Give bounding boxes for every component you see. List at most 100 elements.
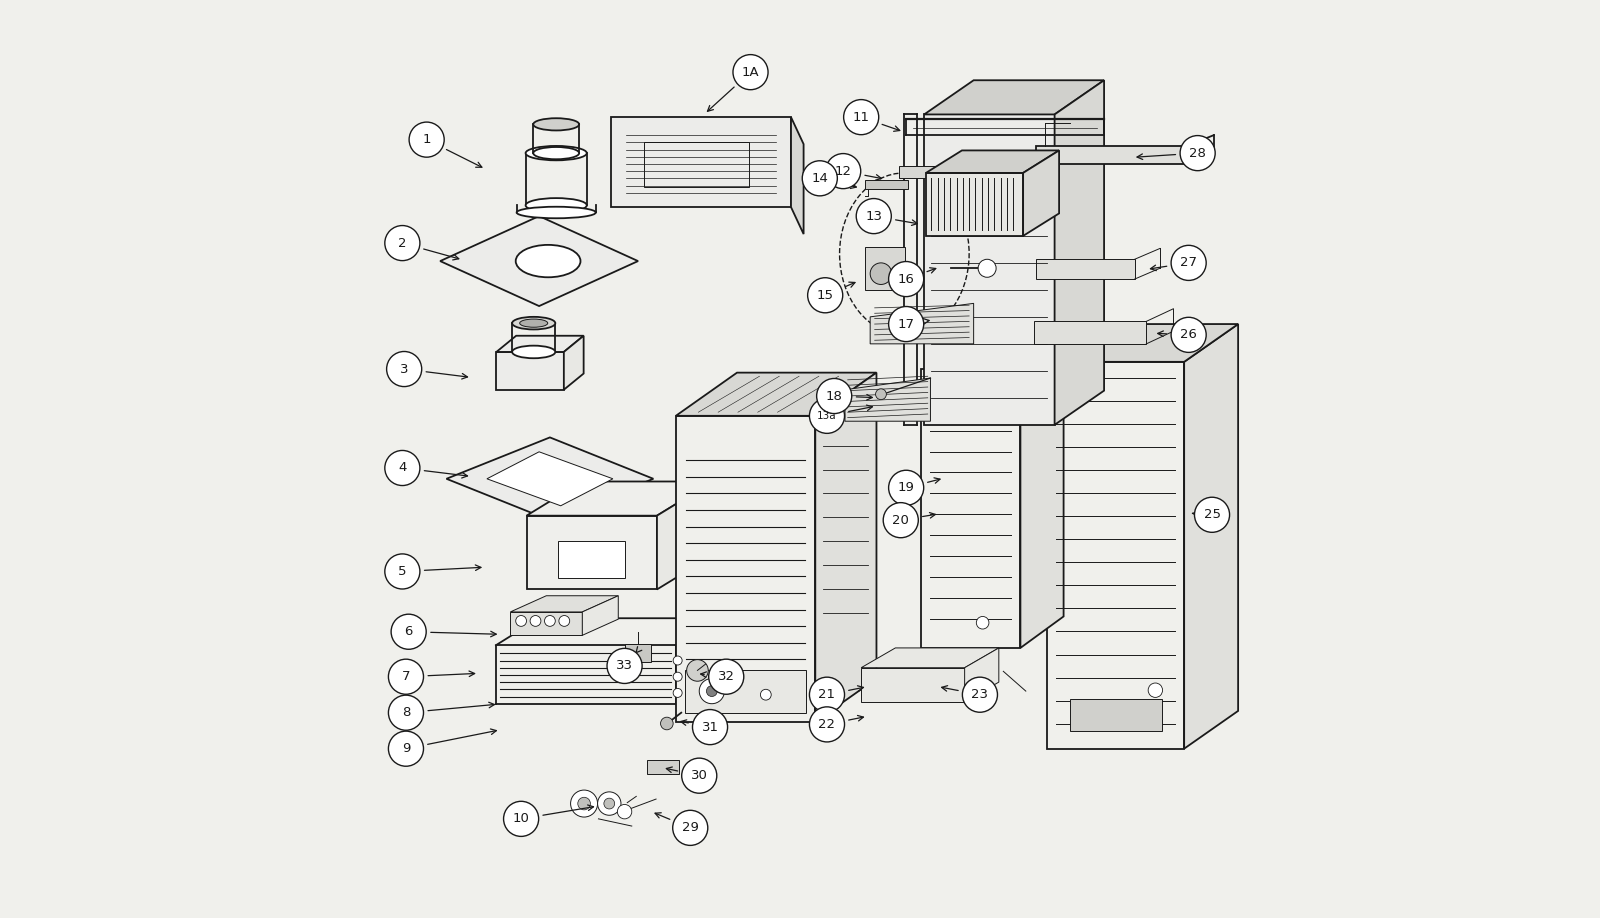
Text: 2: 2 — [398, 237, 406, 250]
FancyBboxPatch shape — [1034, 321, 1146, 344]
Circle shape — [389, 659, 424, 694]
Text: 5: 5 — [398, 565, 406, 578]
Ellipse shape — [526, 146, 587, 161]
Circle shape — [672, 811, 707, 845]
Circle shape — [674, 656, 682, 665]
Ellipse shape — [533, 118, 579, 130]
FancyBboxPatch shape — [685, 669, 806, 712]
Circle shape — [733, 54, 768, 90]
Polygon shape — [582, 596, 618, 635]
Circle shape — [883, 503, 918, 538]
Circle shape — [709, 659, 744, 694]
Polygon shape — [526, 482, 712, 516]
Polygon shape — [440, 216, 638, 306]
Circle shape — [810, 398, 845, 433]
Circle shape — [544, 616, 555, 626]
Circle shape — [386, 554, 419, 589]
Ellipse shape — [533, 147, 579, 159]
Circle shape — [597, 792, 621, 815]
Polygon shape — [922, 369, 1021, 648]
FancyBboxPatch shape — [646, 760, 678, 774]
Text: 12: 12 — [835, 164, 851, 177]
Circle shape — [810, 707, 845, 742]
Polygon shape — [510, 596, 618, 612]
Circle shape — [603, 798, 614, 809]
Text: 27: 27 — [1181, 256, 1197, 269]
Polygon shape — [845, 378, 931, 421]
Polygon shape — [861, 667, 965, 702]
Polygon shape — [675, 416, 816, 722]
Text: 13: 13 — [866, 209, 882, 222]
FancyBboxPatch shape — [626, 644, 651, 662]
Circle shape — [962, 677, 997, 712]
Polygon shape — [870, 303, 974, 344]
Text: 28: 28 — [1189, 147, 1206, 160]
Text: 26: 26 — [1181, 329, 1197, 341]
Text: 20: 20 — [893, 514, 909, 527]
Circle shape — [389, 695, 424, 730]
Polygon shape — [861, 648, 998, 667]
Text: 10: 10 — [512, 812, 530, 825]
Ellipse shape — [515, 245, 581, 277]
Polygon shape — [925, 115, 1054, 425]
Text: 33: 33 — [616, 659, 634, 672]
Text: 30: 30 — [691, 769, 707, 782]
FancyBboxPatch shape — [864, 180, 907, 189]
Polygon shape — [925, 80, 1104, 115]
Text: 16: 16 — [898, 273, 915, 285]
Circle shape — [976, 617, 989, 629]
Text: 17: 17 — [898, 318, 915, 330]
Text: 11: 11 — [853, 111, 870, 124]
Circle shape — [618, 804, 632, 819]
Circle shape — [888, 470, 923, 505]
Polygon shape — [926, 173, 1022, 236]
Polygon shape — [1054, 80, 1104, 425]
Text: 1: 1 — [422, 133, 430, 146]
Circle shape — [674, 672, 682, 681]
Circle shape — [699, 678, 725, 704]
Text: 29: 29 — [682, 822, 699, 834]
Text: 13a: 13a — [818, 411, 837, 420]
Polygon shape — [446, 437, 653, 521]
Text: 4: 4 — [398, 462, 406, 475]
Circle shape — [558, 616, 570, 626]
Circle shape — [802, 161, 837, 196]
Circle shape — [1181, 136, 1214, 171]
Circle shape — [888, 262, 923, 297]
Circle shape — [810, 677, 845, 712]
FancyBboxPatch shape — [1035, 146, 1187, 164]
Circle shape — [1149, 683, 1163, 698]
FancyBboxPatch shape — [899, 166, 989, 178]
Polygon shape — [526, 516, 658, 589]
Polygon shape — [1022, 151, 1059, 236]
Circle shape — [686, 660, 709, 681]
Circle shape — [816, 378, 851, 414]
Circle shape — [530, 616, 541, 626]
Polygon shape — [658, 482, 712, 589]
Text: 22: 22 — [819, 718, 835, 731]
Polygon shape — [496, 352, 563, 390]
Circle shape — [1171, 245, 1206, 280]
Text: 21: 21 — [819, 688, 835, 701]
Circle shape — [875, 389, 886, 399]
Circle shape — [707, 686, 717, 697]
Circle shape — [888, 307, 923, 341]
Circle shape — [826, 153, 861, 189]
Text: 25: 25 — [1203, 509, 1221, 521]
Circle shape — [1171, 318, 1206, 353]
Circle shape — [808, 278, 843, 313]
Circle shape — [674, 688, 682, 698]
Circle shape — [386, 451, 419, 486]
Text: 32: 32 — [718, 670, 734, 683]
Ellipse shape — [517, 207, 595, 218]
Circle shape — [386, 226, 419, 261]
Text: 18: 18 — [826, 389, 843, 402]
Polygon shape — [1021, 338, 1064, 648]
Circle shape — [843, 99, 878, 135]
Polygon shape — [790, 118, 803, 234]
Text: 7: 7 — [402, 670, 410, 683]
FancyBboxPatch shape — [1035, 259, 1134, 279]
Circle shape — [661, 717, 674, 730]
Circle shape — [682, 758, 717, 793]
Ellipse shape — [512, 346, 555, 358]
